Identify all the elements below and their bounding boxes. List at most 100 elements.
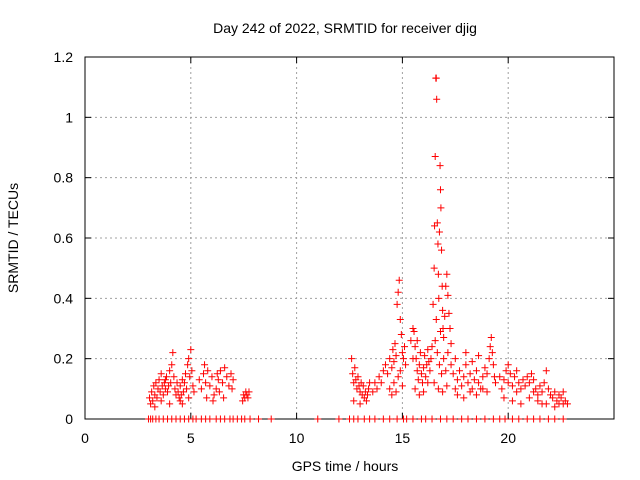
data-point [176,382,184,390]
data-point [227,370,235,378]
data-point [371,379,379,387]
data-point [386,415,394,423]
data-point [508,397,516,405]
data-point [416,349,424,357]
data-point [215,388,223,396]
grid-lines [85,57,614,419]
data-point [502,367,510,375]
data-point [559,415,567,423]
data-point [460,373,468,381]
data-point [525,379,533,387]
data-point [429,300,437,308]
data-point [151,403,159,411]
data-point [439,388,447,396]
data-point [170,373,178,381]
y-tick-label: 0.2 [54,351,74,367]
data-point [488,349,496,357]
data-point [483,370,491,378]
data-point [513,367,521,375]
data-point [314,415,322,423]
data-point [392,352,400,360]
data-point [187,346,195,354]
y-tick-label: 1 [65,109,73,125]
data-point [434,240,442,248]
data-point [544,415,552,423]
data-point [354,415,362,423]
data-point [438,246,446,254]
data-point [359,382,367,390]
data-point [530,415,538,423]
data-point [447,361,455,369]
data-point [521,382,529,390]
data-point [417,370,425,378]
data-point [178,400,186,408]
data-point [519,376,527,384]
data-point [433,349,441,357]
data-point [188,367,196,375]
data-point [401,343,409,351]
data-point [389,346,397,354]
data-point [381,361,389,369]
data-point [496,373,504,381]
data-point [433,95,441,103]
data-point [517,385,525,393]
data-point [167,379,175,387]
data-point [468,358,476,366]
data-point [449,415,457,423]
data-point [396,367,404,375]
data-point [475,379,483,387]
data-point [392,388,400,396]
data-point [365,385,373,393]
data-point [354,373,362,381]
data-point [204,367,212,375]
data-point [431,153,439,161]
data-point [435,294,443,302]
data-point [458,382,466,390]
data-point [201,361,209,369]
data-point [443,382,451,390]
data-point [466,370,474,378]
data-point [410,328,418,336]
data-point [161,376,169,384]
data-point [206,415,214,423]
data-point [411,343,419,351]
data-point [388,391,396,399]
data-point [390,379,398,387]
data-point [485,355,493,363]
data-point [350,397,358,405]
data-point [462,349,470,357]
data-point [436,162,444,170]
data-point [189,382,197,390]
x-tick-label: 10 [289,430,305,446]
data-point [409,325,417,332]
data-point [244,394,252,402]
data-point [206,382,214,390]
data-point [398,382,406,390]
data-point [515,415,523,423]
data-point [157,397,165,405]
x-tick-label: 15 [395,430,411,446]
data-point [335,415,343,423]
data-point [195,376,203,384]
data-point [447,340,455,348]
data-point [393,300,401,308]
data-point [442,367,450,375]
data-point [449,370,457,378]
data-point [500,376,508,384]
x-tick-label: 5 [187,430,195,446]
data-point [433,219,441,227]
data-point [525,394,533,402]
data-point [435,361,443,369]
data-point [228,385,236,393]
data-point [475,352,483,360]
data-point [489,361,497,369]
data-point [517,400,525,408]
data-point [456,367,464,375]
data-point [216,367,224,375]
data-point [351,364,359,372]
data-point [210,391,218,399]
data-point [479,373,487,381]
data-point [439,306,447,314]
data-point [396,315,404,323]
y-axis-label: SRMTID / TECUs [5,183,21,293]
